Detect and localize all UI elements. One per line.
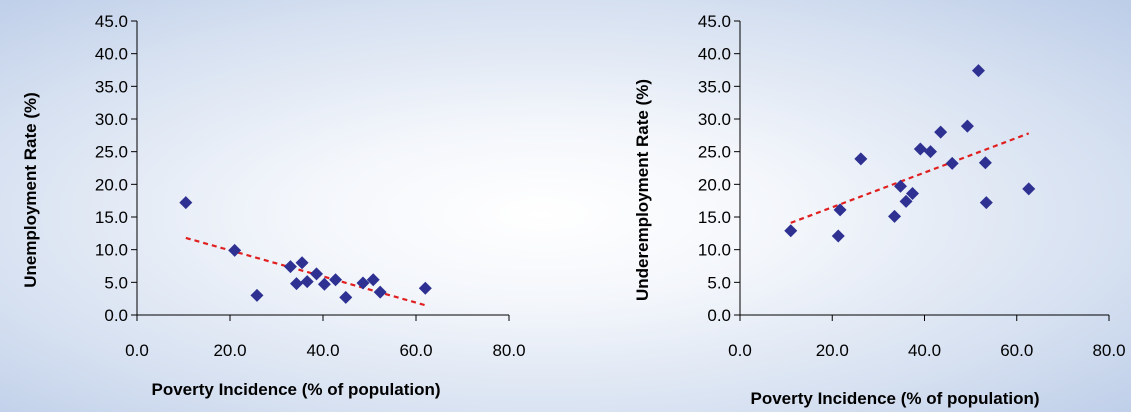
- data-point-marker: [179, 196, 193, 210]
- x-tick-label: 60.0: [1000, 341, 1033, 360]
- y-tick-label: 35.0: [698, 77, 731, 96]
- data-point-marker: [960, 119, 974, 133]
- data-point-marker: [228, 243, 242, 257]
- x-tick-label: 0.0: [728, 341, 752, 360]
- y-axis-title: Unemployment Rate (%): [21, 92, 40, 288]
- y-axis-title: Underemployment Rate (%): [633, 79, 652, 301]
- data-point-marker: [979, 196, 993, 210]
- y-tick-label: 25.0: [95, 143, 128, 162]
- data-point-marker: [971, 64, 985, 78]
- data-point-marker: [329, 273, 343, 287]
- x-tick-label: 20.0: [816, 341, 849, 360]
- trendline: [790, 132, 1030, 224]
- data-point-marker: [339, 290, 353, 304]
- data-point-marker: [784, 224, 798, 238]
- underemployment-scatter-chart: 0.0 5.0 10.0 15.0 20.0 25.0 30.0 35.0 40.0 45.0 0…: [633, 12, 1126, 408]
- x-tick-label: 20.0: [213, 341, 246, 360]
- data-point-marker: [356, 276, 370, 290]
- data-point-marker: [913, 142, 927, 156]
- data-point-marker: [831, 229, 845, 243]
- trendline: [185, 236, 426, 307]
- x-tick-label: 80.0: [492, 341, 525, 360]
- data-point-marker: [833, 203, 847, 217]
- data-point-marker: [317, 277, 331, 291]
- y-tick-label: 30.0: [95, 110, 128, 129]
- y-tick-label: 45.0: [95, 12, 128, 31]
- x-tick-label: 0.0: [125, 341, 149, 360]
- data-point-marker: [978, 156, 992, 170]
- y-tick-label: 10.0: [698, 241, 731, 260]
- unemployment-scatter-chart: 0.0 5.0 10.0 15.0 20.0 25.0 30.0 35.0 40.0 45.0 0…: [21, 12, 526, 399]
- y-tick-label: 40.0: [698, 45, 731, 64]
- y-tick-label: 30.0: [698, 110, 731, 129]
- data-point-marker: [906, 186, 920, 200]
- data-point-marker: [283, 260, 297, 274]
- y-tick-label: 15.0: [698, 208, 731, 227]
- data-point-marker: [934, 125, 948, 139]
- y-tick-label: 0.0: [104, 306, 128, 325]
- y-tick-label: 5.0: [707, 273, 731, 292]
- data-point-marker: [289, 277, 303, 291]
- y-tick-label: 15.0: [95, 208, 128, 227]
- data-point-marker: [923, 145, 937, 159]
- x-tick-label: 60.0: [399, 341, 432, 360]
- data-point-marker: [888, 209, 902, 223]
- x-axis-title: Poverty Incidence (% of population): [151, 380, 440, 399]
- data-point-marker: [854, 152, 868, 166]
- data-point-marker: [373, 285, 387, 299]
- data-point-marker: [899, 194, 913, 208]
- data-point-marker: [894, 179, 908, 193]
- data-point-marker: [418, 281, 432, 295]
- y-tick-label: 45.0: [698, 12, 731, 31]
- data-point-marker: [250, 288, 264, 302]
- y-tick-label: 20.0: [95, 175, 128, 194]
- data-point-marker: [945, 156, 959, 170]
- y-tick-label: 0.0: [707, 306, 731, 325]
- data-point-marker: [300, 275, 314, 289]
- y-tick-label: 25.0: [698, 143, 731, 162]
- data-point-marker: [295, 256, 309, 270]
- data-point-marker: [1022, 182, 1036, 196]
- y-tick-label: 40.0: [95, 45, 128, 64]
- x-axis-title: Poverty Incidence (% of population): [750, 389, 1039, 408]
- y-tick-label: 5.0: [104, 273, 128, 292]
- data-point-marker: [309, 267, 323, 281]
- y-tick-label: 20.0: [698, 175, 731, 194]
- data-point-marker: [366, 273, 380, 287]
- y-tick-label: 10.0: [95, 241, 128, 260]
- x-tick-label: 40.0: [908, 341, 941, 360]
- y-tick-label: 35.0: [95, 77, 128, 96]
- x-tick-label: 80.0: [1092, 341, 1125, 360]
- x-tick-label: 40.0: [306, 341, 339, 360]
